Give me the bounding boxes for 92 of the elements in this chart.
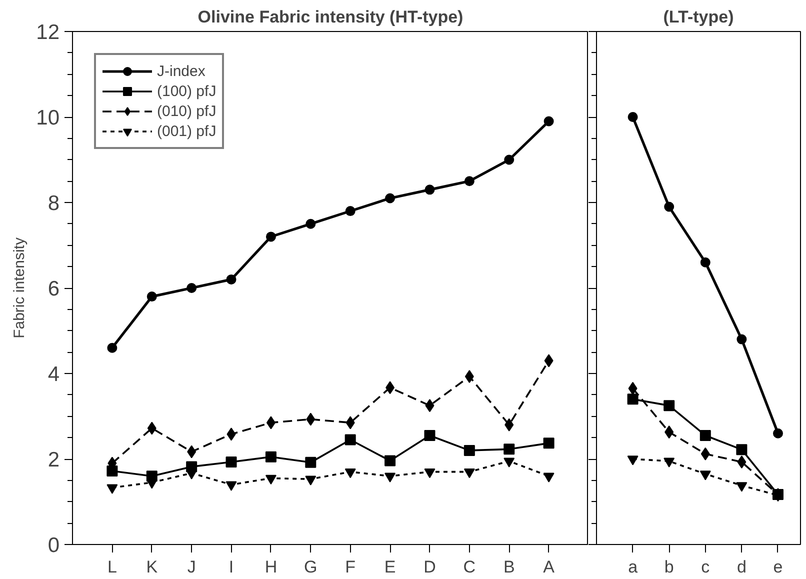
point [464,444,475,456]
legend-label: (100) pfJ [157,82,216,100]
x-tick-label: E [384,558,396,576]
point [700,470,711,480]
point [464,370,474,383]
point [306,412,316,426]
legend-label: (010) pfJ [157,102,216,120]
point [736,482,748,492]
point [544,354,554,368]
y-tick-label: 4 [48,363,60,386]
point [345,206,356,216]
point [226,274,236,284]
point [424,184,435,195]
point [146,479,158,489]
point [226,481,237,491]
x-tick-label: d [736,558,746,576]
point [344,468,356,478]
y-tick-label: 2 [48,448,60,472]
legend-label: J-index [157,62,206,80]
x-tick-label: L [107,558,117,576]
x-tick-label: F [345,558,356,576]
point [305,476,316,486]
point [106,484,118,494]
point [346,416,355,430]
x-tick-label: b [664,558,674,576]
x-tick-label: B [503,558,515,576]
x-tick-label: J [187,558,196,576]
legend-label: (001) pfJ [157,122,216,140]
point [504,154,514,165]
point [664,458,675,468]
point [226,428,236,441]
x-tick-label: a [628,558,638,576]
point [664,400,675,412]
point [543,438,554,449]
point [186,470,198,480]
point [464,176,474,186]
x-tick-label: H [264,558,278,576]
point [265,451,276,462]
point [266,232,276,242]
point [305,456,316,468]
point [265,474,276,485]
y-axis-title: Fabric intensity [11,237,28,338]
point [147,422,156,435]
point [306,218,316,229]
point [664,202,674,212]
y-tick-label: 0 [48,534,60,557]
point [664,426,674,439]
point [344,434,356,446]
x-tick-label: G [304,558,318,576]
point [424,430,436,441]
point [700,257,710,268]
point [504,418,514,432]
point [772,428,783,438]
point [424,468,436,478]
point [627,394,638,405]
point [386,381,395,394]
point [266,416,276,430]
y-tick-label: 6 [48,278,60,300]
point [627,456,638,466]
point [186,283,197,293]
y-tick-label: 10 [36,106,60,130]
x-tick-label: D [424,558,436,576]
point [384,472,396,482]
point [543,472,554,482]
point [384,455,396,466]
x-tick-label: I [228,558,234,576]
point [544,116,554,126]
point [425,399,434,412]
point [464,468,475,478]
point [737,455,746,468]
point [504,444,515,455]
y-tick-label: 8 [48,192,60,215]
point [385,193,396,204]
point [628,382,638,395]
x-tick-label: c [701,558,710,576]
point [226,456,237,468]
point [187,445,196,458]
chart-title: (LT-type) [663,8,734,26]
point [107,342,118,353]
point [146,292,157,302]
x-tick-label: e [773,558,783,576]
point [700,430,711,441]
y-tick-label: 12 [36,21,60,44]
point [700,447,710,460]
point [736,444,748,456]
point [628,112,638,122]
x-tick-label: K [146,558,158,576]
point [504,458,515,468]
chart-title: Olivine Fabric intensity (HT-type) [198,8,464,26]
x-tick-label: C [463,558,476,576]
x-tick-label: A [543,558,556,576]
point [736,334,747,344]
